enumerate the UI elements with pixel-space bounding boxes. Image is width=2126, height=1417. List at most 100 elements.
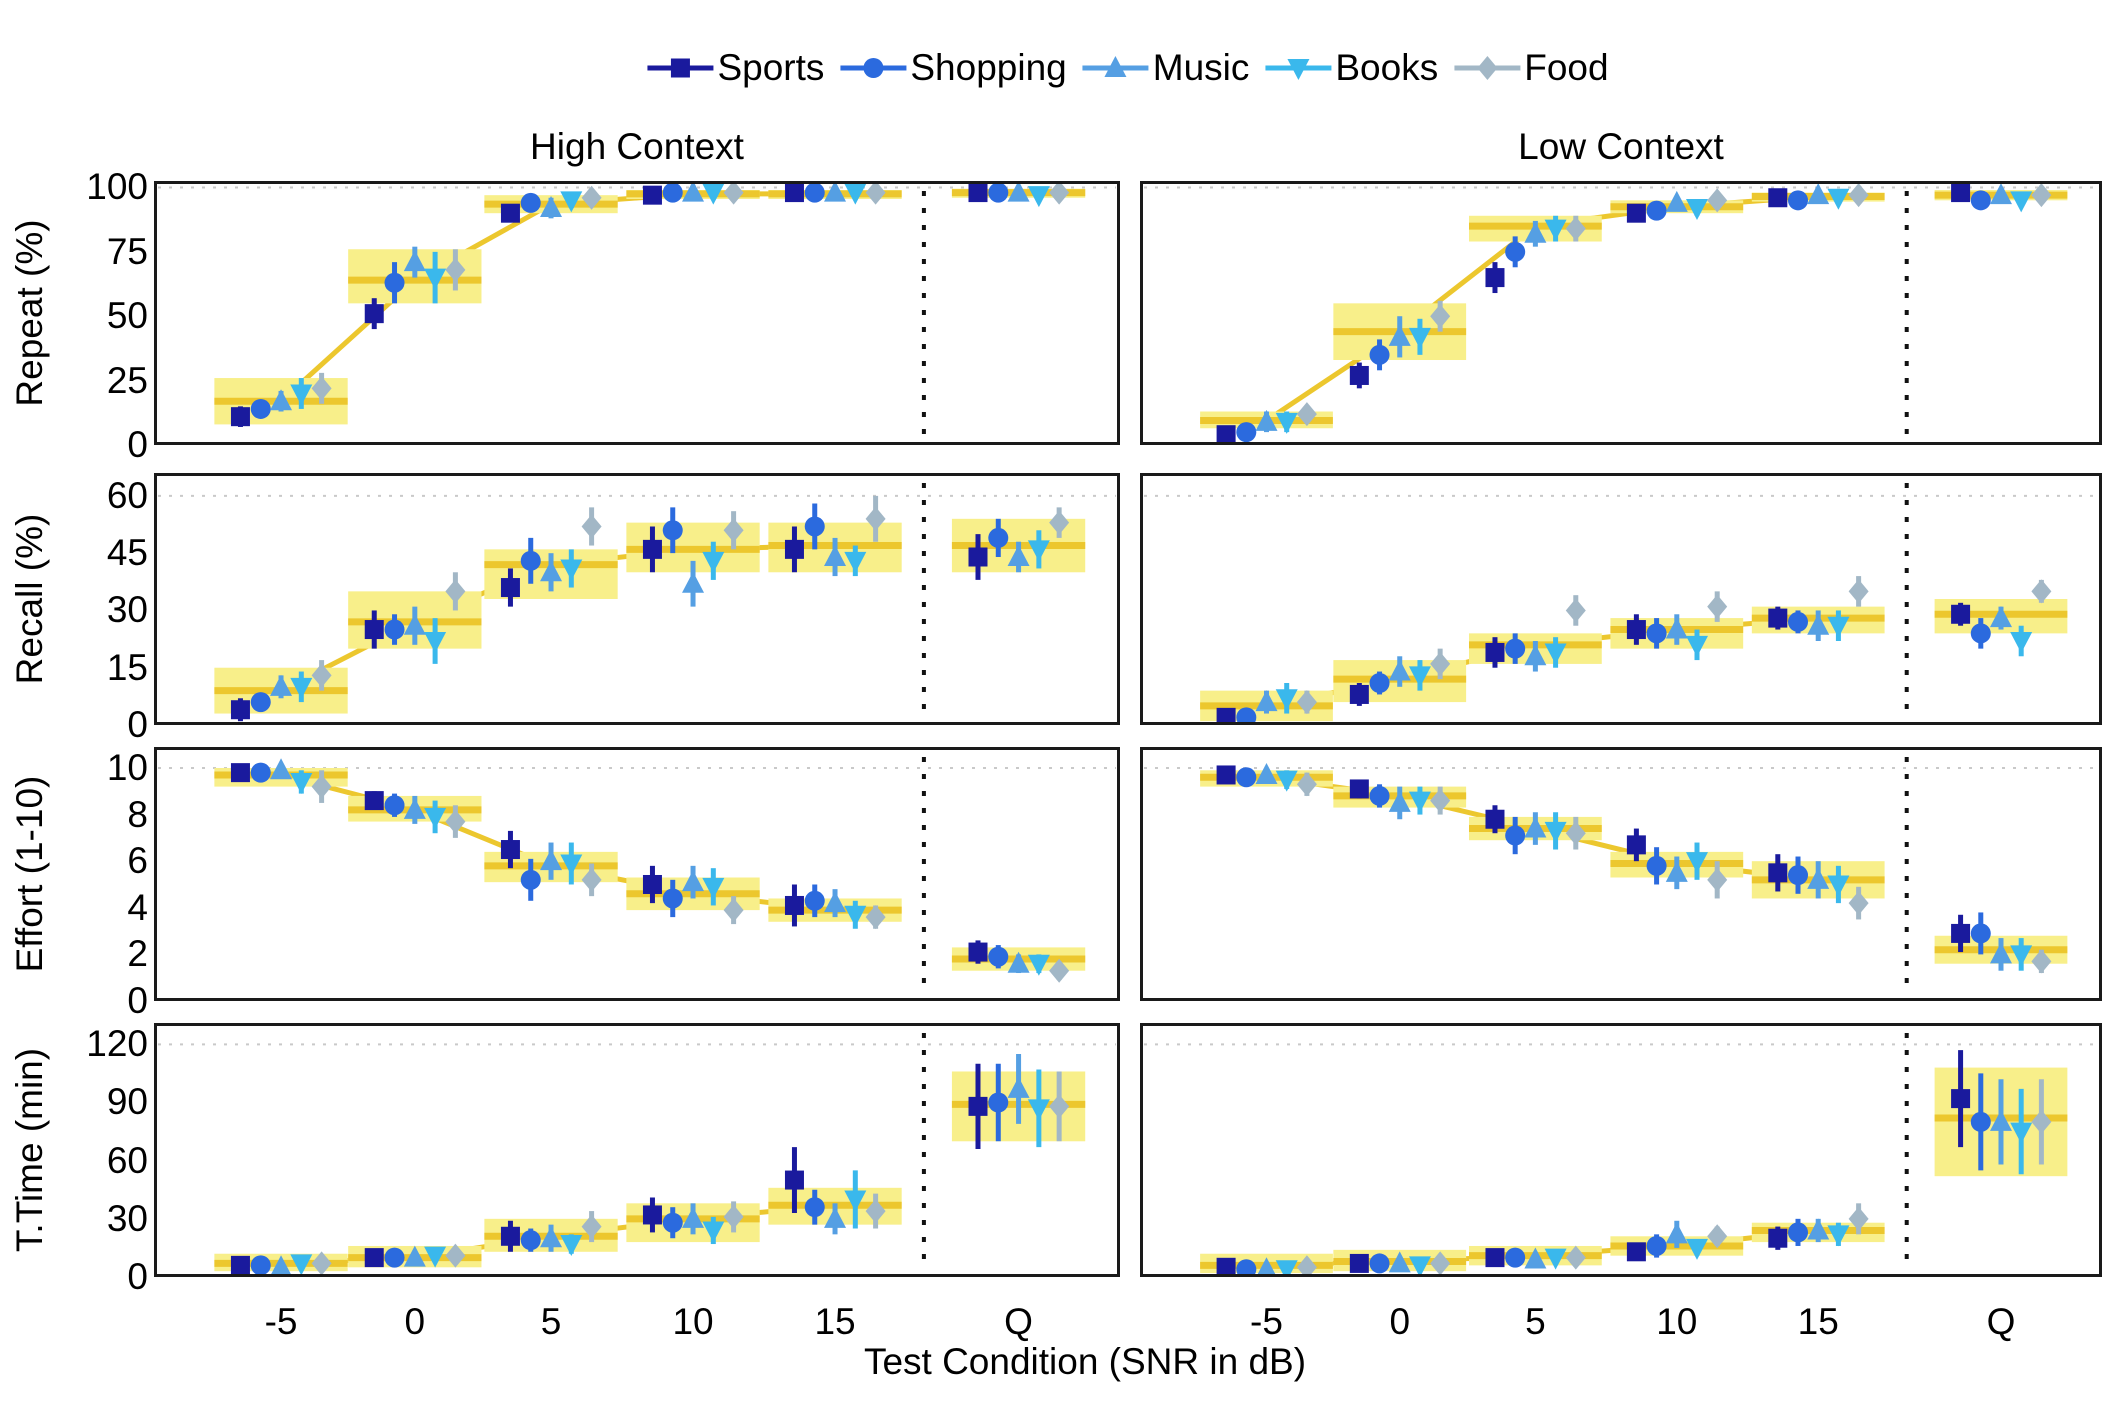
series-sports [230,1063,988,1275]
series-food [1296,576,2052,715]
y-tick-label: 4 [127,886,148,928]
series-sports [1216,183,1971,445]
series-shopping [250,762,1009,969]
series-food [311,1071,1070,1276]
legend-item-food: Food [1452,47,1609,88]
series-food [1296,183,2052,427]
legend-label-shopping: Shopping [910,47,1067,88]
series-music [270,537,1030,699]
legend-item-sports: Sports [645,48,824,88]
column-title-high-context: High Context [530,126,744,167]
panel-ttime-high-context [154,1023,1120,1277]
series-food [1296,772,2052,974]
series-books [290,770,1050,976]
legend-item-shopping: Shopping [838,47,1067,88]
x-tick-label: 15 [814,1301,856,1342]
series-shopping [250,182,1009,419]
x-tick-label: -5 [264,1301,298,1342]
y-tick-label: 50 [106,295,148,337]
y-tick-label: 0 [127,424,148,465]
series-music [1255,606,2012,714]
series-shopping [1236,1073,1991,1277]
series-sports [1216,602,1971,725]
x-tick-label: 10 [1656,1301,1698,1342]
x-tick-label: 0 [1389,1301,1411,1342]
y-tick-label: 6 [127,840,148,882]
x-tick-label: 5 [540,1301,562,1342]
panel-repeat-low-context [1140,181,2102,445]
y-tick-label: 60 [106,474,148,516]
series-music [270,181,1030,412]
y-tick-label: 90 [106,1081,148,1123]
series-sports [230,526,988,722]
y-tick-label: 8 [127,793,148,835]
series-books [1275,770,2033,971]
x-tick-label: 0 [404,1301,426,1342]
series-books [290,1069,1050,1276]
series-food [311,770,1070,983]
y-tick-label: 60 [106,1139,148,1181]
series-food [311,495,1070,691]
triangle-down-marker-icon [1265,59,1332,80]
series-shopping [250,1063,1009,1276]
series-music [270,758,1030,974]
series-books [1275,1088,2033,1277]
series-sports [1216,1050,1971,1277]
legend-label-sports: Sports [717,47,825,88]
column-title-low-context: Low Context [1518,126,1724,167]
y-tick-label: 30 [106,589,148,631]
y-tick-label: 75 [106,230,148,272]
x-tick-label: 10 [672,1301,714,1342]
y-tick-label: 0 [127,980,148,1021]
x-tick-label: 15 [1797,1301,1839,1342]
series-books [290,530,1050,703]
series-books [290,183,1050,409]
series-sports [1216,765,1971,953]
y-tick-label: 30 [106,1197,148,1239]
series-shopping [1236,767,1991,955]
series-books [1275,188,2033,434]
x-tick-label: 5 [1525,1301,1546,1342]
y-tick-label: 0 [127,1256,148,1297]
x-axis-title: Test Condition (SNR in dB) [863,1341,1307,1382]
legend-item-music: Music [1081,47,1250,88]
series-food [311,181,1070,404]
series-music [1255,183,2012,433]
series-sports [230,763,988,964]
panel-effort-high-context [154,747,1120,1001]
y-tick-label: 0 [127,704,148,745]
legend-label-food: Food [1524,47,1609,88]
y-tick-label: 120 [86,1023,148,1065]
panel-effort-low-context [1140,747,2102,1001]
y-tick-label: 25 [106,359,148,401]
square-marker-icon [647,58,714,78]
circle-marker-icon [840,58,907,78]
series-shopping [1236,610,1991,725]
series-music [1255,762,2012,971]
panel-ttime-low-context [1140,1023,2102,1277]
legend-label-books: Books [1335,47,1439,88]
x-tick-label: -5 [1250,1301,1283,1342]
series-shopping [1236,190,1991,443]
panel-recall-low-context [1140,473,2102,725]
y-tick-label: 2 [127,933,148,975]
x-tick-label: Q [1986,1301,2016,1342]
y-tick-label: 45 [106,532,148,574]
x-tick-label: Q [1004,1301,1033,1342]
diamond-marker-icon [1454,56,1521,80]
series-sports [230,183,988,427]
series-books [1275,610,2033,714]
series-music [1256,1079,2012,1277]
legend: Sports Shopping Music Books Food [645,47,1609,88]
series-shopping [250,503,1009,713]
legend-item-books: Books [1263,48,1438,88]
y-tick-label: 15 [106,646,148,688]
panel-recall-high-context [154,473,1120,725]
y-tick-label: 10 [106,746,148,788]
series-food [1296,1079,2052,1277]
panel-repeat-high-context [154,181,1120,445]
triangle-up-marker-icon [1082,56,1149,77]
series-music [270,1054,1030,1277]
legend-label-music: Music [1152,47,1250,88]
